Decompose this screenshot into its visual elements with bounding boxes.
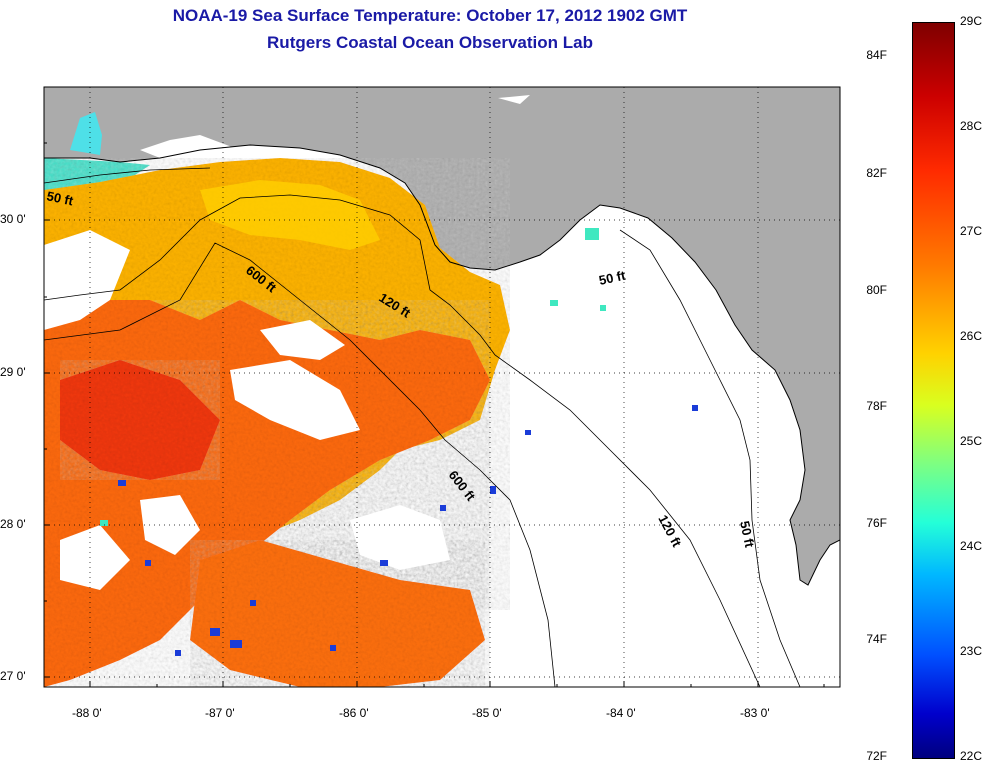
- colorbar-celsius-label: 22C: [960, 749, 983, 763]
- colorbar-celsius-label: 23C: [960, 644, 983, 658]
- contour-600ft: [44, 242, 556, 687]
- colorbar-celsius-label: 27C: [960, 224, 983, 238]
- colorbar-fahrenheit-label: 84F: [866, 48, 887, 62]
- map-subtitle: Rutgers Coastal Ocean Observation Lab: [267, 33, 593, 52]
- colorbar-celsius-label: 28C: [960, 119, 983, 133]
- bay-water: [70, 112, 102, 155]
- longitude-label: -85 0': [472, 706, 502, 720]
- contour-50ft-east: [619, 229, 801, 687]
- coastline: [44, 144, 840, 586]
- bay-water: [140, 135, 240, 158]
- longitude-label: -83 0': [740, 706, 770, 720]
- map-border: [43, 86, 841, 688]
- latitude-label: 30 0': [0, 212, 26, 226]
- cloud-gap: [350, 505, 450, 570]
- longitude-label: -86 0': [339, 706, 369, 720]
- land-area: [44, 87, 840, 585]
- colorbar-celsius-label: 29C: [960, 14, 983, 28]
- colorbar-celsius-label: 25C: [960, 434, 983, 448]
- colorbar-fahrenheit-label: 76F: [866, 516, 887, 530]
- latitude-label: 27 0': [0, 669, 26, 683]
- colorbar-fahrenheit-label: 72F: [866, 749, 887, 763]
- cloud-gap: [60, 525, 130, 590]
- cloud-gap: [44, 230, 130, 330]
- colorbar-fahrenheit-label: 82F: [866, 166, 887, 180]
- cool-pixels: [100, 228, 606, 526]
- cloud-gap: [260, 320, 345, 360]
- latitude-label: 28 0': [0, 517, 26, 531]
- latitude-label: 29 0': [0, 365, 26, 379]
- axis-ticks: [44, 142, 825, 687]
- contour-label: 50 ft: [598, 268, 628, 288]
- longitude-label: -87 0': [205, 706, 235, 720]
- longitude-label: -84 0': [606, 706, 636, 720]
- graticule: [44, 87, 840, 687]
- colorbar-celsius-label: 24C: [960, 539, 983, 553]
- map-title: NOAA-19 Sea Surface Temperature: October…: [172, 6, 688, 25]
- temperature-colorbar: [912, 22, 955, 759]
- colorbar-fahrenheit-label: 74F: [866, 632, 887, 646]
- colorbar-fahrenheit-label: 80F: [866, 283, 887, 297]
- sst-south-field: [190, 540, 485, 687]
- contour-label: 50 ft: [737, 520, 757, 550]
- colorbar-fahrenheit-label: 78F: [866, 399, 887, 413]
- contour-50ft-west: [44, 167, 211, 184]
- sst-hot-core: [60, 360, 220, 480]
- cold-pixels: [118, 405, 698, 656]
- longitude-label: -88 0': [72, 706, 102, 720]
- lake-water: [498, 95, 530, 104]
- cloud-gap: [230, 360, 360, 440]
- colorbar-celsius-label: 26C: [960, 329, 983, 343]
- contour-120ft: [44, 194, 761, 687]
- contour-label: 50 ft: [45, 188, 75, 208]
